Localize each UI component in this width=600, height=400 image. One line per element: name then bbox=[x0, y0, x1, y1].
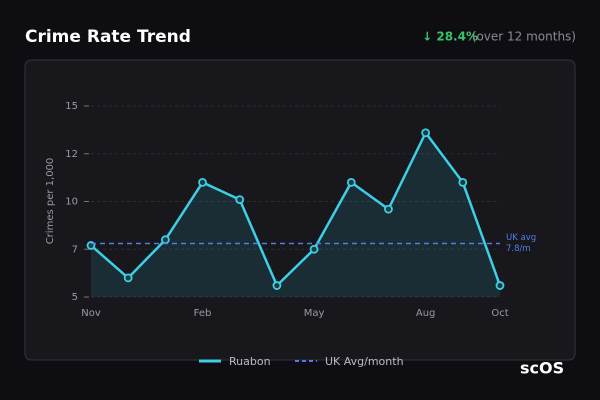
reference-annotation: UK avg bbox=[506, 233, 536, 243]
point bbox=[272, 281, 282, 290]
point bbox=[123, 273, 133, 283]
point bbox=[309, 244, 319, 254]
y-tick-label: 12 bbox=[65, 149, 78, 160]
point bbox=[495, 281, 505, 290]
point bbox=[421, 128, 431, 138]
y-axis-label: Crimes per 1,000 bbox=[45, 158, 56, 245]
logo: scOS bbox=[520, 359, 564, 378]
card bbox=[24, 59, 576, 361]
x-tick-label: Nov bbox=[81, 308, 101, 319]
x-tick-label: May bbox=[304, 308, 325, 319]
x-tick-label: Oct bbox=[491, 308, 508, 319]
legend-label: UK Avg/month bbox=[325, 355, 404, 368]
y-tick-label: 15 bbox=[65, 101, 78, 112]
point bbox=[346, 177, 356, 187]
area bbox=[91, 132, 500, 297]
point bbox=[235, 195, 245, 204]
x-tick-label: Feb bbox=[194, 308, 212, 319]
y-tick-label: 10 bbox=[65, 197, 78, 208]
reference-annotation: 7.8/m bbox=[506, 244, 531, 254]
y-tick-label: 7 bbox=[72, 244, 78, 255]
point bbox=[160, 235, 170, 245]
series-line bbox=[90, 131, 502, 287]
point bbox=[458, 177, 468, 187]
change: ↓ 28.4% bbox=[422, 30, 478, 44]
x-tick-label: Aug bbox=[416, 308, 436, 319]
legend-label: Ruabon bbox=[229, 355, 271, 368]
chart-title: Crime Rate Trend bbox=[25, 27, 191, 47]
point bbox=[384, 204, 393, 214]
point bbox=[198, 177, 207, 187]
y-tick-label: 5 bbox=[72, 292, 78, 303]
change-note: (over 12 months) bbox=[472, 30, 576, 44]
